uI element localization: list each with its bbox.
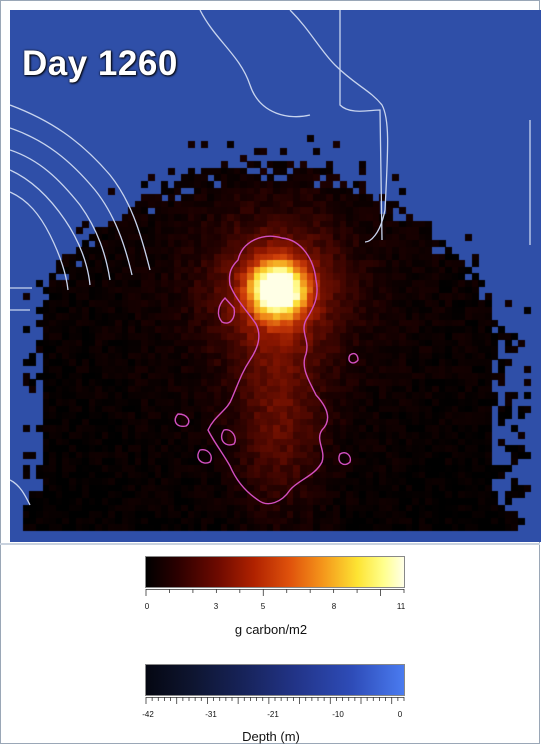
bathymetry-contour <box>10 127 133 276</box>
contour-overlay <box>10 10 531 506</box>
carbon-contour <box>207 235 329 505</box>
bathymetry-contour <box>339 10 383 241</box>
carbon-deposition-heatmap <box>10 10 541 542</box>
depth-tick-label: -31 <box>205 710 217 719</box>
depth-colorbar <box>145 664 405 696</box>
depth-tick-label: -42 <box>142 710 154 719</box>
depth-tick-label: -10 <box>332 710 344 719</box>
carbon-contours <box>174 235 359 505</box>
panel-divider <box>0 543 540 545</box>
carbon-colorbar <box>145 556 405 588</box>
carbon-contour <box>217 296 236 324</box>
carbon-tick-label: 8 <box>331 602 337 611</box>
carbon-tick-label: 0 <box>144 602 150 611</box>
depth-tick-label: 0 <box>397 710 403 719</box>
depth-legend-title: Depth (m) <box>242 729 300 744</box>
bathymetry-contour <box>10 104 151 271</box>
bathymetry-contour <box>289 10 389 243</box>
bathymetry-contour <box>199 10 311 118</box>
carbon-contour <box>197 448 212 464</box>
deposition-map: Day 1260 <box>10 10 541 542</box>
carbon-tick-label: 3 <box>213 602 219 611</box>
bathymetry-contours <box>10 10 531 506</box>
depth-tick-marks <box>145 697 405 704</box>
day-label: Day 1260 <box>22 44 178 83</box>
carbon-tick-label: 5 <box>260 602 266 611</box>
bathymetry-contour <box>10 169 91 286</box>
carbon-tick-label: 11 <box>396 602 406 611</box>
carbon-tick-marks <box>145 589 405 596</box>
bathymetry-contour <box>10 149 111 281</box>
carbon-contour <box>338 452 352 466</box>
carbon-contour <box>220 429 236 446</box>
depth-tick-label: -21 <box>267 710 279 719</box>
carbon-legend-title: g carbon/m2 <box>234 622 308 637</box>
bathymetry-contour <box>10 191 69 291</box>
carbon-contour <box>174 413 190 428</box>
bathymetry-contour <box>10 479 31 506</box>
carbon-contour <box>348 352 359 364</box>
